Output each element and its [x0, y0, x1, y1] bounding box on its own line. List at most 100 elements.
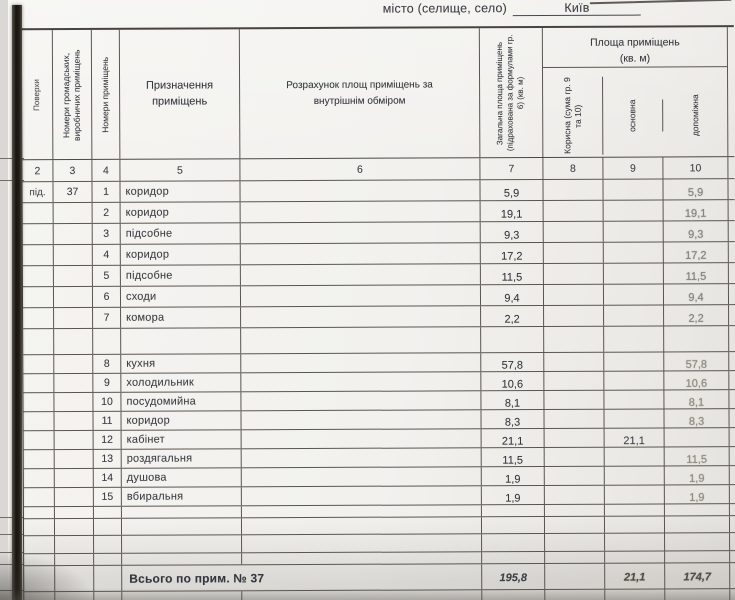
cell-calculation	[241, 429, 482, 449]
cell-aux-area: 1,9	[664, 466, 730, 485]
cell-edge	[729, 409, 735, 427]
cell-aux-area: 57,8	[664, 352, 730, 371]
cell-main-area	[604, 466, 665, 485]
cell-room-name: вбиральня	[121, 487, 242, 506]
cell-useful-area	[544, 352, 605, 371]
cell-total-area: 8,1	[481, 390, 545, 410]
cell-edge	[730, 428, 735, 446]
cell-room-number: 6	[92, 286, 122, 307]
cell-room-number: 13	[93, 449, 122, 468]
cell-room-name: підсобне	[120, 223, 241, 244]
cell-useful-area	[544, 466, 605, 485]
location-value: Київ	[512, 0, 641, 17]
cell-useful-area	[543, 242, 604, 263]
cell-calculation	[240, 285, 482, 307]
cell-edge	[729, 221, 735, 241]
cell-main-area	[603, 221, 664, 242]
cell-floor	[23, 412, 55, 431]
cell-room-number: 9	[93, 373, 122, 392]
header-public-room-numbers: Номери громадських, виробничих приміщень	[52, 29, 93, 160]
cell-useful-area	[543, 200, 604, 221]
cell-useful-area	[544, 428, 605, 447]
column-number: 7	[480, 157, 544, 180]
cell-room-number: 14	[93, 468, 122, 487]
cell-calculation	[240, 222, 481, 244]
cell-main-area	[603, 284, 665, 305]
cell-aux-area: 19,1	[663, 200, 729, 221]
totals-aux-area: 174,7	[665, 563, 731, 589]
rows-upper: під. 37 1 коридор 5,9 5,9	[22, 179, 735, 330]
cell-aux-area: 8,3	[664, 409, 730, 428]
cell-main-area	[604, 485, 665, 504]
cell-edge	[729, 371, 735, 389]
cell-main-area	[604, 371, 665, 390]
cell-calculation	[241, 448, 482, 468]
cell-total-area: 57,8	[481, 352, 545, 372]
cell-aux-area: 11,5	[663, 263, 729, 284]
cell-building-number	[54, 354, 94, 374]
scan-corner-shadow	[0, 552, 95, 600]
cell-room-name: кухня	[121, 354, 242, 373]
table-header: Поверхи Номери громадських, виробничих п…	[21, 27, 735, 161]
cell-edge	[729, 284, 735, 304]
location-label: місто (селище, село)	[382, 1, 507, 16]
column-number: 4	[92, 159, 121, 181]
header-useful-area: Корисна (сума гр. 9 та 10)	[543, 76, 604, 155]
cell-floor	[23, 393, 55, 412]
totals-useful-area	[545, 563, 606, 589]
cell-main-area: 21,1	[604, 428, 665, 447]
cell-aux-area: 9,3	[663, 221, 729, 242]
cell-main-area	[603, 200, 664, 221]
column-number-edge	[728, 157, 735, 178]
cell-building-number	[54, 411, 94, 431]
cell-floor: під.	[22, 182, 54, 203]
cell-main-area	[604, 305, 665, 326]
cell-building-number	[54, 430, 94, 450]
scan-edge-strip	[12, 5, 22, 600]
cell-main-area	[604, 447, 665, 466]
cell-floor	[23, 308, 55, 329]
cell-floor	[23, 469, 55, 488]
cell-aux-area: 10,6	[664, 371, 730, 390]
cell-useful-area	[543, 179, 604, 200]
cell-floor	[23, 431, 55, 450]
cell-total-area: 9,4	[480, 284, 545, 306]
cell-room-name: комора	[121, 307, 242, 328]
header-area-group-title: Площа приміщень (кв. м)	[542, 33, 727, 69]
cell-aux-area: 9,4	[663, 284, 730, 305]
cell-room-name: кабінет	[121, 430, 242, 449]
column-number-row: 2 3 4 5 6 7 8 9 10	[22, 157, 735, 183]
area-table: Поверхи Номери громадських, виробничих п…	[20, 25, 735, 600]
cell-floor	[22, 203, 54, 224]
cell-edge	[729, 305, 735, 325]
cell-edge	[730, 447, 735, 465]
cell-calculation	[241, 391, 482, 411]
header-floors: Поверхи	[21, 30, 54, 160]
cell-total-area: 8,3	[481, 409, 545, 429]
cell-calculation	[241, 353, 482, 373]
cell-building-number	[53, 202, 93, 224]
column-number: 6	[240, 158, 481, 181]
cell-building-number	[54, 392, 94, 412]
column-number: 9	[603, 157, 664, 179]
cell-useful-area	[544, 371, 605, 390]
cell-aux-area: 1,9	[664, 485, 730, 504]
cell-building-number	[54, 373, 94, 393]
cell-floor	[22, 287, 55, 308]
cell-floor	[22, 245, 54, 266]
cell-calculation	[240, 264, 481, 286]
header-purpose: Призначення приміщень	[119, 29, 241, 159]
cell-total-area: 1,9	[481, 466, 545, 486]
cell-total-area: 9,3	[480, 221, 544, 243]
cell-room-name: роздягальня	[121, 449, 242, 468]
header-auxiliary-area: допоміжна	[689, 94, 700, 137]
cell-useful-area	[544, 305, 605, 326]
document-page	[8, 0, 735, 600]
cell-floor	[23, 374, 55, 393]
cell-main-area	[604, 352, 665, 371]
cell-room-number: 11	[93, 411, 122, 430]
cell-room-number: 8	[93, 354, 122, 373]
cell-useful-area	[544, 485, 605, 504]
cell-room-name: посудомийна	[121, 392, 242, 411]
